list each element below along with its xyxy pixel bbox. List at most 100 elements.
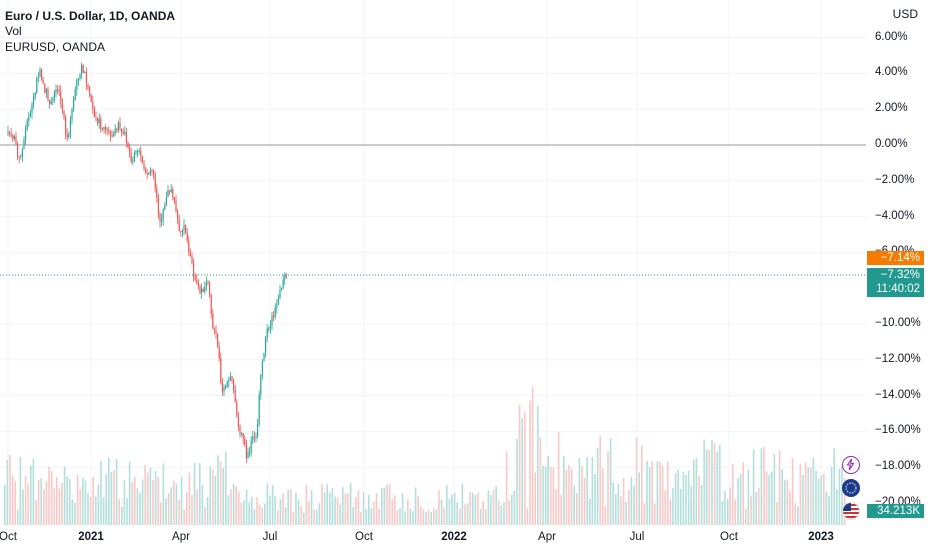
candle-body bbox=[157, 198, 159, 214]
candlestick-series[interactable] bbox=[7, 62, 287, 463]
volume-bar bbox=[633, 485, 635, 525]
volume-bar bbox=[209, 466, 211, 525]
volume-bar bbox=[310, 489, 313, 525]
volume-bar bbox=[586, 456, 588, 525]
volume-bar bbox=[407, 499, 409, 525]
us-flag-icon[interactable] bbox=[842, 502, 860, 520]
volume-bar bbox=[256, 497, 258, 525]
candle-body bbox=[138, 150, 140, 152]
volume-bar bbox=[420, 506, 422, 525]
candle-body bbox=[34, 92, 36, 97]
candle-body bbox=[175, 201, 177, 212]
candle-body bbox=[202, 288, 204, 292]
volume-bar bbox=[482, 500, 484, 525]
volume-bar bbox=[131, 481, 133, 525]
volume-bar bbox=[386, 484, 388, 525]
volume-bar bbox=[396, 510, 399, 525]
candle-body bbox=[73, 100, 75, 110]
candle-body bbox=[154, 174, 156, 189]
volume-bar bbox=[646, 460, 648, 525]
volume-bar bbox=[417, 496, 419, 525]
volume-bar bbox=[583, 478, 586, 525]
volume-bar bbox=[550, 466, 552, 525]
volume-bar bbox=[287, 489, 289, 525]
candle-body bbox=[191, 256, 193, 264]
volume-bar bbox=[797, 506, 799, 525]
volume-bar bbox=[87, 493, 89, 525]
candle-body bbox=[129, 147, 131, 153]
candle-body bbox=[260, 374, 262, 395]
volume-bar bbox=[630, 476, 633, 525]
volume-bar bbox=[66, 476, 68, 525]
volume-bar bbox=[40, 478, 42, 525]
volume-bar bbox=[95, 496, 97, 525]
candle-body bbox=[122, 131, 124, 134]
candle-body bbox=[68, 134, 70, 138]
volume-bar bbox=[305, 484, 308, 525]
candle-body bbox=[207, 282, 209, 285]
volume-bar bbox=[726, 499, 729, 525]
candle-body bbox=[146, 173, 148, 175]
volume-bar bbox=[674, 473, 677, 525]
candle-body bbox=[141, 156, 143, 164]
y-tick-label: −4.00% bbox=[875, 209, 915, 222]
x-tick-label: Apr bbox=[538, 531, 556, 543]
candle-body bbox=[10, 133, 12, 136]
candle-body bbox=[127, 142, 129, 148]
volume-bar bbox=[196, 489, 198, 525]
volume-bar bbox=[693, 459, 695, 525]
volume-bar bbox=[464, 504, 466, 525]
volume-bar bbox=[825, 491, 828, 525]
x-tick-label: Oct bbox=[720, 531, 738, 543]
volume-bar bbox=[370, 508, 373, 525]
volume-bar bbox=[669, 499, 672, 525]
volume-bar bbox=[277, 510, 279, 525]
candle-body bbox=[97, 117, 99, 124]
volume-bar bbox=[511, 494, 513, 525]
candle-body bbox=[282, 279, 284, 288]
volume-bar bbox=[531, 387, 534, 525]
volume-bar bbox=[206, 497, 209, 525]
volume-bar bbox=[243, 500, 245, 525]
last-price-tag-orange: −7.14% bbox=[867, 251, 924, 265]
volume-bar bbox=[35, 500, 37, 525]
volume-bar bbox=[149, 467, 152, 525]
volume-bar bbox=[6, 459, 9, 525]
volume-bar bbox=[82, 477, 84, 525]
candle-body bbox=[74, 89, 76, 101]
volume-indicator-label[interactable]: Vol bbox=[5, 24, 22, 38]
volume-bar bbox=[615, 494, 617, 525]
volume-bar bbox=[212, 469, 214, 525]
volume-bar bbox=[565, 469, 568, 525]
volume-bar bbox=[765, 471, 768, 525]
volume-bar bbox=[570, 468, 573, 525]
volume-bar bbox=[817, 478, 820, 525]
volume-bar bbox=[375, 493, 378, 525]
volume-bar bbox=[414, 487, 417, 525]
candle-body bbox=[241, 433, 243, 435]
volume-bar bbox=[687, 470, 690, 525]
volume-bar bbox=[9, 454, 11, 525]
volume-bar bbox=[526, 508, 529, 525]
y-tick-label: −12.00% bbox=[875, 352, 921, 365]
x-tick-label: 2022 bbox=[441, 531, 467, 543]
volume-bar bbox=[121, 506, 123, 525]
volume-bar bbox=[732, 463, 734, 525]
volume-bar bbox=[695, 458, 698, 525]
candle-body bbox=[50, 100, 52, 105]
candle-body bbox=[90, 94, 92, 102]
volume-bar bbox=[680, 489, 682, 525]
volume-bar bbox=[183, 509, 185, 525]
volume-bar bbox=[284, 507, 287, 525]
volume-bar bbox=[147, 472, 149, 525]
candle-body bbox=[237, 417, 239, 427]
volume-bar bbox=[394, 495, 396, 525]
candle-body bbox=[93, 108, 95, 118]
volume-bar bbox=[105, 473, 107, 525]
candle-body bbox=[13, 136, 15, 140]
globe-icon[interactable] bbox=[842, 479, 860, 497]
currency-label[interactable]: USD bbox=[892, 7, 918, 21]
lightning-icon[interactable] bbox=[842, 456, 860, 474]
volume-bar bbox=[191, 495, 193, 525]
